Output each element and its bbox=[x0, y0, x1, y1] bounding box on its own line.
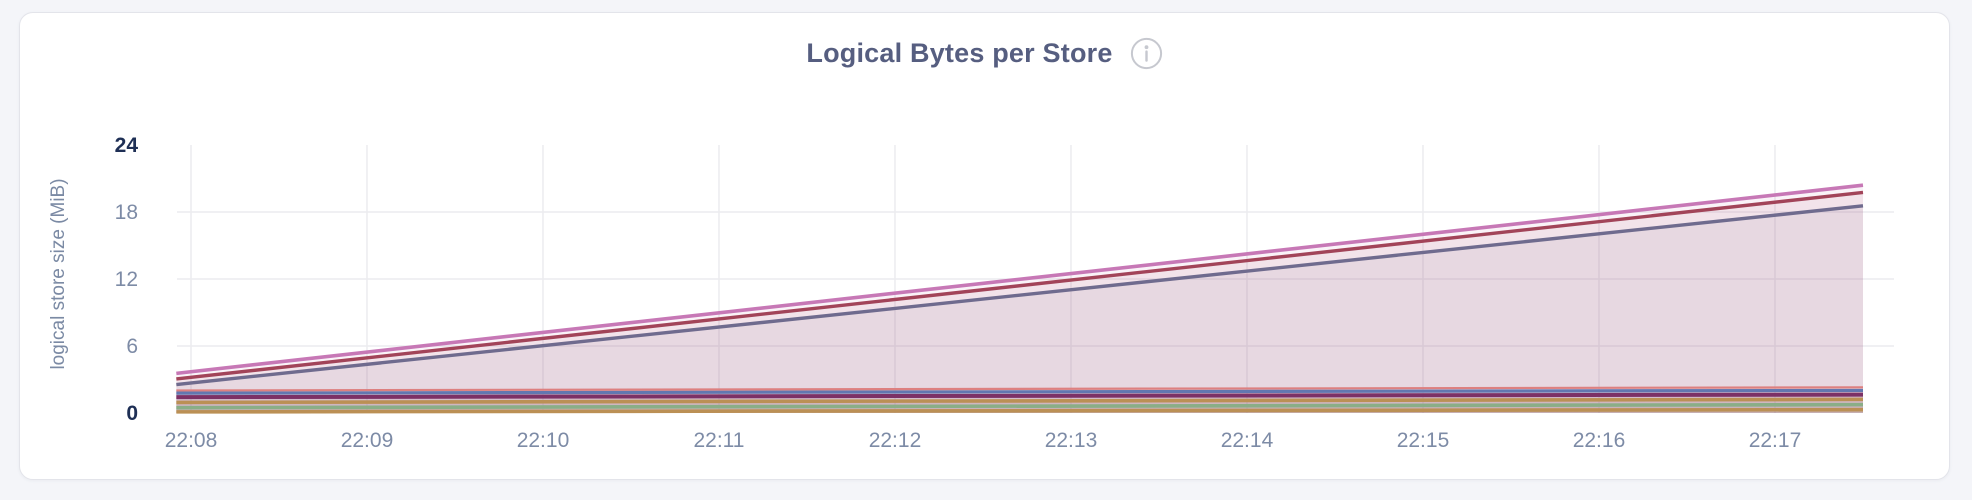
x-tick-label: 22:12 bbox=[869, 429, 922, 452]
y-tick-label: 0 bbox=[126, 402, 138, 425]
y-tick-label: 18 bbox=[115, 201, 138, 224]
series-area-series-1 bbox=[176, 205, 1863, 413]
x-tick-label: 22:11 bbox=[693, 429, 744, 452]
y-tick-label: 12 bbox=[115, 268, 138, 291]
series-area-series-3 bbox=[176, 185, 1863, 413]
x-tick-label: 22:14 bbox=[1221, 429, 1274, 452]
y-axis-title: logical store size (MiB) bbox=[48, 178, 69, 369]
info-icon[interactable] bbox=[1130, 37, 1163, 70]
series-line-series-6 bbox=[176, 397, 1864, 405]
chart-header: Logical Bytes per Store bbox=[20, 37, 1949, 70]
x-tick-label: 22:10 bbox=[517, 429, 570, 452]
series-line-series-3 bbox=[176, 183, 1864, 376]
series-line-series-9 bbox=[176, 386, 1864, 392]
series-line-series-5 bbox=[176, 402, 1864, 410]
series-line-series-1 bbox=[176, 204, 1864, 387]
x-tick-label: 22:08 bbox=[165, 429, 218, 452]
series-line-series-4 bbox=[176, 407, 1864, 414]
series-line-series-7 bbox=[176, 392, 1864, 400]
x-tick-label: 22:13 bbox=[1045, 429, 1098, 452]
x-tick-label: 22:16 bbox=[1573, 429, 1626, 452]
info-icon-glyph bbox=[1130, 37, 1162, 70]
x-tick-label: 22:09 bbox=[341, 429, 394, 452]
x-tick-label: 22:15 bbox=[1397, 429, 1450, 452]
y-tick-label: 6 bbox=[126, 335, 138, 358]
chart-title: Logical Bytes per Store bbox=[806, 38, 1113, 68]
series-line-series-2 bbox=[176, 190, 1864, 381]
x-tick-label: 22:17 bbox=[1749, 429, 1802, 452]
series-area-series-2 bbox=[176, 192, 1863, 413]
y-tick-label: 24 bbox=[115, 134, 139, 157]
series-line-series-8 bbox=[176, 388, 1864, 395]
